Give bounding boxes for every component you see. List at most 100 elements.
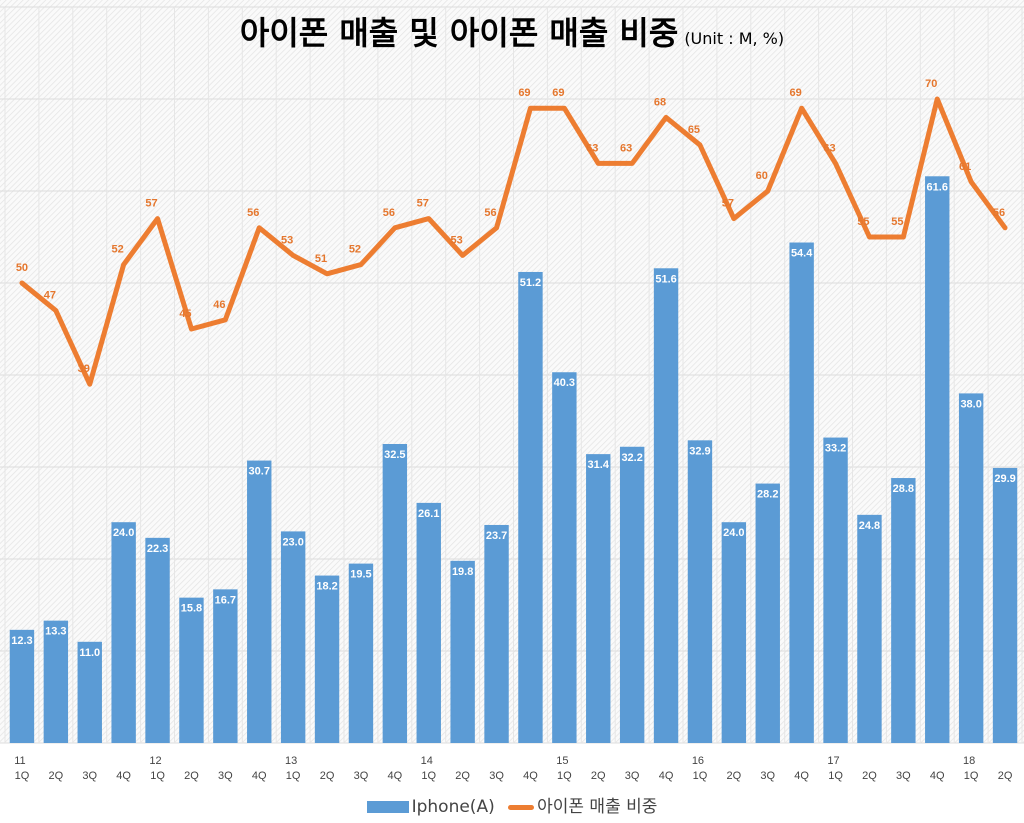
chart-title: 아이폰 매출 및 아이폰 매출 비중 (Unit : M, %) [0,8,1024,54]
bar [687,440,713,743]
quarter-tick-label: 4Q [794,770,809,782]
line-data-label: 53 [281,234,293,246]
bar-data-label: 24.0 [723,527,744,539]
line-data-label: 56 [383,207,395,219]
bar-data-label: 19.8 [452,566,473,578]
bar-data-label: 22.3 [147,543,168,555]
bar-data-label: 31.4 [588,459,610,471]
bar-data-label: 18.2 [316,581,337,593]
quarter-tick-label: 2Q [49,770,64,782]
quarter-tick-label: 2Q [455,770,470,782]
quarter-tick-label: 3Q [489,770,504,782]
bar-data-label: 61.6 [927,181,948,193]
line-data-label: 56 [993,207,1005,219]
quarter-tick-label: 1Q [421,770,436,782]
bar-data-label: 32.2 [621,452,642,464]
quarter-tick-label: 4Q [116,770,131,782]
legend-swatch-bar [366,801,409,813]
bar [247,460,272,743]
bar [111,522,136,743]
bar-data-label: 11.0 [79,647,100,659]
quarter-tick-label: 3Q [354,770,369,782]
quarter-tick-label: 2Q [998,770,1013,782]
plot-background [0,0,1024,743]
line-data-label: 57 [722,198,734,210]
quarter-tick-label: 4Q [252,770,267,782]
year-tick-label: 16 [692,755,704,767]
line-data-label: 63 [620,142,632,154]
bar-data-label: 26.1 [418,508,439,520]
quarter-tick-label: 1Q [286,770,301,782]
quarter-tick-label: 4Q [930,770,945,782]
line-data-label: 69 [552,87,564,99]
share-line [19,96,1008,387]
quarter-tick-label: 2Q [320,770,335,782]
line-data-label: 39 [78,363,90,375]
legend-item-share: 아이폰 매출 비중 [508,792,657,817]
bar-data-label: 24.0 [113,527,134,539]
line-data-label: 52 [112,244,124,256]
year-tick-label: 14 [421,755,433,767]
year-tick-label: 13 [285,755,297,767]
bar [280,531,306,743]
year-tick-label: 15 [556,755,568,767]
legend: Iphone(A) 아이폰 매출 비중 [0,792,1024,817]
line-data-label: 52 [349,244,361,256]
bar-data-label: 28.8 [893,483,914,495]
line-data-label: 51 [315,253,327,265]
bar-data-label: 16.7 [215,594,236,606]
bar [721,522,747,743]
bar [518,271,543,743]
line-data-label: 69 [790,87,802,99]
bar [382,444,408,743]
bar-data-label: 13.3 [45,626,66,638]
bar [619,446,645,743]
bar-data-label: 23.0 [282,536,303,548]
bar-data-label: 12.3 [11,635,32,647]
bar [416,502,441,743]
plot-area: 12.3 13.3 11.0 24.0 22.3 15.8 16.7 30.7 23.0 18.2… [0,0,1024,782]
quarter-tick-label: 1Q [557,770,572,782]
bar [450,560,475,743]
bar-data-label: 29.9 [994,473,1015,485]
unit-label: (Unit : M, %) [684,29,785,48]
line-data-label: 55 [857,216,869,228]
bar-data-label: 23.7 [486,530,507,542]
year-tick-label: 18 [963,755,975,767]
quarter-tick-label: 3Q [218,770,233,782]
quarter-tick-label: 1Q [15,770,30,782]
year-tick-label: 11 [14,755,25,767]
bar [213,589,238,743]
bar [653,268,679,743]
quarter-tick-label: 3Q [760,770,775,782]
bar [857,514,882,743]
bar [145,537,170,743]
line-data-label: 60 [756,170,768,182]
line-data-label: 56 [484,207,496,219]
bar [992,467,1018,743]
line-data-label: 65 [688,124,700,136]
quarter-tick-label: 1Q [964,770,979,782]
bar-data-label: 30.7 [249,466,270,478]
quarter-tick-label: 3Q [625,770,640,782]
bar [823,437,848,743]
line-data-label: 47 [44,290,56,302]
bar-data-label: 38.0 [960,398,981,410]
quarter-tick-label: 1Q [693,770,708,782]
bar-data-label: 24.8 [859,520,880,532]
bar-data-label: 32.9 [689,445,710,457]
line-data-label: 68 [654,96,666,108]
line-data-label: 45 [179,308,191,320]
quarter-tick-label: 1Q [150,770,165,782]
bar [179,597,204,743]
line-data-label: 53 [451,234,463,246]
legend-item-iphone: Iphone(A) [366,797,495,817]
line-data-label: 63 [586,142,598,154]
quarter-tick-label: 2Q [862,770,877,782]
bar [891,478,916,743]
bar-data-label: 54.4 [791,248,813,260]
quarter-tick-label: 3Q [82,770,97,782]
bar-data-label: 19.5 [350,569,371,581]
bar-data-label: 51.2 [520,277,541,289]
